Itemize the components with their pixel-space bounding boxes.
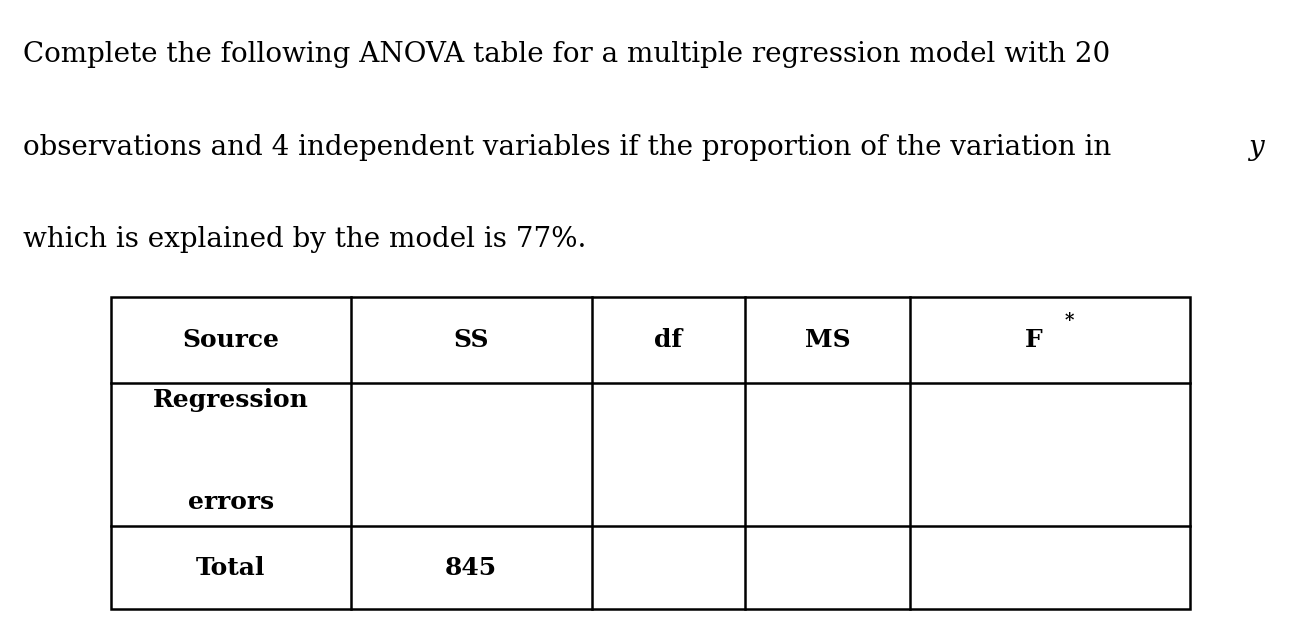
Text: SS: SS bbox=[454, 328, 489, 352]
Bar bbox=[111, 297, 1190, 609]
Text: y: y bbox=[1248, 134, 1264, 161]
Text: df: df bbox=[654, 328, 682, 352]
Text: Source: Source bbox=[182, 328, 280, 352]
Text: 845: 845 bbox=[445, 556, 498, 580]
Text: Total: Total bbox=[196, 556, 265, 580]
Text: Complete the following ANOVA table for a multiple regression model with 20: Complete the following ANOVA table for a… bbox=[23, 41, 1110, 68]
Text: MS: MS bbox=[805, 328, 850, 352]
Text: errors: errors bbox=[187, 491, 274, 514]
Text: *: * bbox=[1065, 311, 1074, 330]
Text: observations and 4 independent variables if the proportion of the variation in: observations and 4 independent variables… bbox=[23, 134, 1121, 161]
Text: F: F bbox=[1026, 328, 1043, 352]
Text: Regression: Regression bbox=[153, 389, 308, 412]
Text: which is explained by the model is 77%.: which is explained by the model is 77%. bbox=[23, 226, 586, 253]
